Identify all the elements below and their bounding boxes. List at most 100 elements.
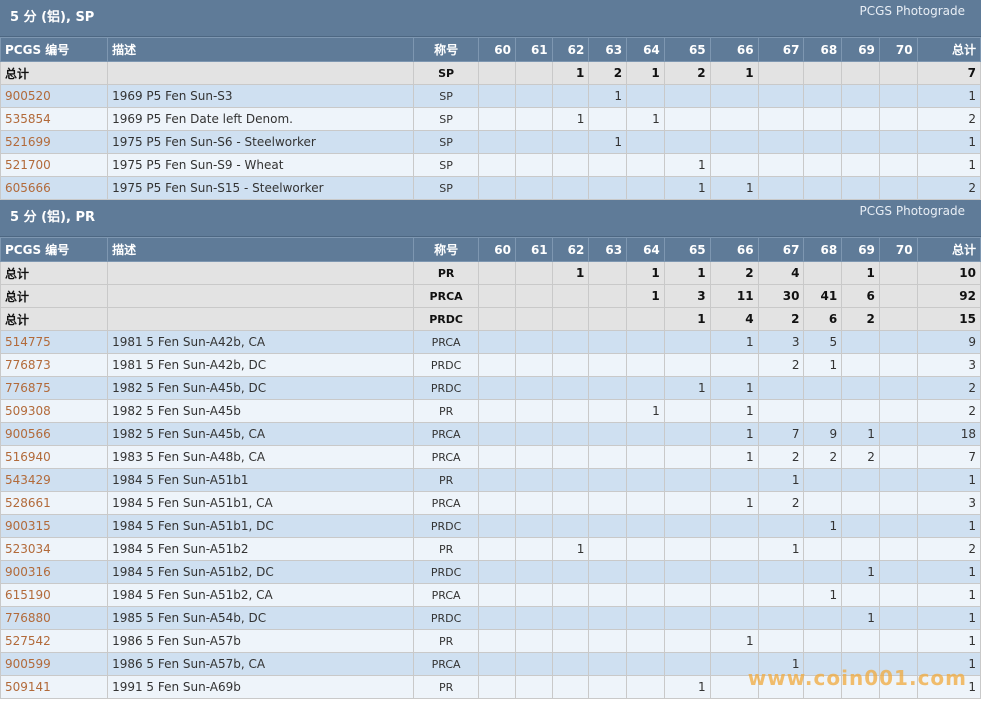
grade-count-cell	[626, 583, 665, 607]
grade-count-cell: 1	[626, 399, 665, 423]
col-header-grade: 63	[588, 237, 628, 262]
grade-count-cell	[878, 514, 918, 538]
grade-count-cell	[878, 307, 918, 331]
grade-count-cell: 1	[709, 422, 759, 446]
pcgs-number-link[interactable]: 776880	[5, 611, 51, 625]
grade-count-cell	[551, 353, 590, 377]
grade-count-cell	[551, 176, 590, 200]
pcgs-number-link[interactable]: 521699	[5, 135, 51, 149]
pcgs-number-link[interactable]: 509308	[5, 404, 51, 418]
description-cell: 1981 5 Fen Sun-A42b, CA	[107, 330, 414, 354]
col-header-grade: 60	[478, 237, 516, 262]
pcgs-number-link[interactable]: 615190	[5, 588, 51, 602]
grade-count-cell	[588, 606, 628, 630]
pcgs-number-link[interactable]: 514775	[5, 335, 51, 349]
grade-count-cell	[709, 84, 759, 108]
grade-count-cell	[626, 307, 665, 331]
row-total-cell: 1	[916, 84, 981, 108]
grade-count-cell	[841, 130, 880, 154]
photograde-link[interactable]: PCGS Photograde	[859, 4, 965, 18]
description-cell: 1975 P5 Fen Sun-S6 - Steelworker	[107, 130, 414, 154]
grade-count-cell	[514, 468, 553, 492]
pcgs-number-link[interactable]: 523034	[5, 542, 51, 556]
col-header-grade: 67	[757, 37, 805, 62]
grade-count-cell	[514, 130, 553, 154]
population-table: PCGS 编号 描述 称号 60 61 62 63 64 65 66 67 68 69 70 总计 总计 SP 1…	[0, 37, 981, 200]
description-cell	[107, 284, 414, 308]
grade-count-cell	[478, 514, 516, 538]
grade-count-cell	[878, 153, 918, 177]
grade-count-cell	[841, 176, 880, 200]
grade-count-cell: 1	[663, 261, 711, 285]
grade-count-cell	[478, 130, 516, 154]
grade-count-cell	[588, 468, 628, 492]
total-row: 总计 PR 1 1 1 2 4 1 10	[0, 261, 981, 285]
grade-count-cell	[757, 675, 805, 699]
col-header-grade: 65	[663, 37, 711, 62]
grade-count-cell	[588, 107, 628, 131]
pcgs-number-link[interactable]: 605666	[5, 181, 51, 195]
pcgs-number-link[interactable]: 516940	[5, 450, 51, 464]
grade-count-cell	[478, 176, 516, 200]
grade-count-cell	[841, 107, 880, 131]
grade-count-cell	[588, 652, 628, 676]
pcgs-number-link[interactable]: 521700	[5, 158, 51, 172]
table-row: 535854 1969 P5 Fen Date left Denom. SP 1 1 2	[0, 107, 981, 131]
pcgs-number-link[interactable]: 900599	[5, 657, 51, 671]
row-total-cell: 1	[916, 629, 981, 653]
pcgs-number-link[interactable]: 900520	[5, 89, 51, 103]
col-header-grade: 65	[663, 237, 711, 262]
grade-count-cell: 1	[709, 176, 759, 200]
grade-count-cell	[757, 61, 805, 85]
col-header-pcgs: PCGS 编号	[0, 37, 109, 62]
grade-count-cell	[588, 353, 628, 377]
grade-count-cell	[514, 284, 553, 308]
grade-count-cell	[588, 261, 628, 285]
photograde-link[interactable]: PCGS Photograde	[859, 204, 965, 218]
pcgs-number-link[interactable]: 776875	[5, 381, 51, 395]
pcgs-number-link[interactable]: 527542	[5, 634, 51, 648]
grade-count-cell	[841, 330, 880, 354]
pcgs-number-link[interactable]: 535854	[5, 112, 51, 126]
table-row: 776873 1981 5 Fen Sun-A42b, DC PRDC 2 1 3	[0, 353, 981, 377]
grade-count-cell	[551, 491, 590, 515]
grade-count-cell	[663, 629, 711, 653]
grade-count-cell	[663, 606, 711, 630]
grade-count-cell	[803, 606, 843, 630]
pcgs-number-link[interactable]: 776873	[5, 358, 51, 372]
grade-count-cell	[709, 606, 759, 630]
pcgs-number-link[interactable]: 528661	[5, 496, 51, 510]
grade-count-cell	[878, 537, 918, 561]
grade-count-cell	[757, 130, 805, 154]
grade-count-cell	[709, 560, 759, 584]
pcgs-number-link[interactable]: 509141	[5, 680, 51, 694]
description-cell	[107, 61, 414, 85]
grade-count-cell	[663, 560, 711, 584]
table-row: 527542 1986 5 Fen Sun-A57b PR 1 1	[0, 629, 981, 653]
grade-count-cell	[841, 514, 880, 538]
designation-cell: PRDC	[412, 376, 480, 400]
grade-count-cell	[757, 399, 805, 423]
table-header-row: PCGS 编号 描述 称号 60 61 62 63 64 65 66 67 68 69 70 总计	[0, 237, 981, 262]
pcgs-number-link[interactable]: 900566	[5, 427, 51, 441]
grade-count-cell	[478, 491, 516, 515]
pcgs-number-link[interactable]: 900316	[5, 565, 51, 579]
grade-count-cell	[663, 491, 711, 515]
table-row: 776880 1985 5 Fen Sun-A54b, DC PRDC 1 1	[0, 606, 981, 630]
grade-count-cell: 1	[663, 176, 711, 200]
grade-count-cell	[626, 491, 665, 515]
row-total-cell: 10	[916, 261, 981, 285]
grade-count-cell	[663, 130, 711, 154]
grade-count-cell	[588, 537, 628, 561]
col-header-grade: 64	[626, 37, 665, 62]
designation-cell: PRCA	[412, 284, 480, 308]
grade-count-cell	[478, 84, 516, 108]
grade-count-cell	[478, 399, 516, 423]
pcgs-number-link[interactable]: 543429	[5, 473, 51, 487]
pcgs-number-link[interactable]: 900315	[5, 519, 51, 533]
grade-count-cell	[514, 176, 553, 200]
description-cell	[107, 261, 414, 285]
grade-count-cell	[588, 629, 628, 653]
designation-cell: PR	[412, 629, 480, 653]
